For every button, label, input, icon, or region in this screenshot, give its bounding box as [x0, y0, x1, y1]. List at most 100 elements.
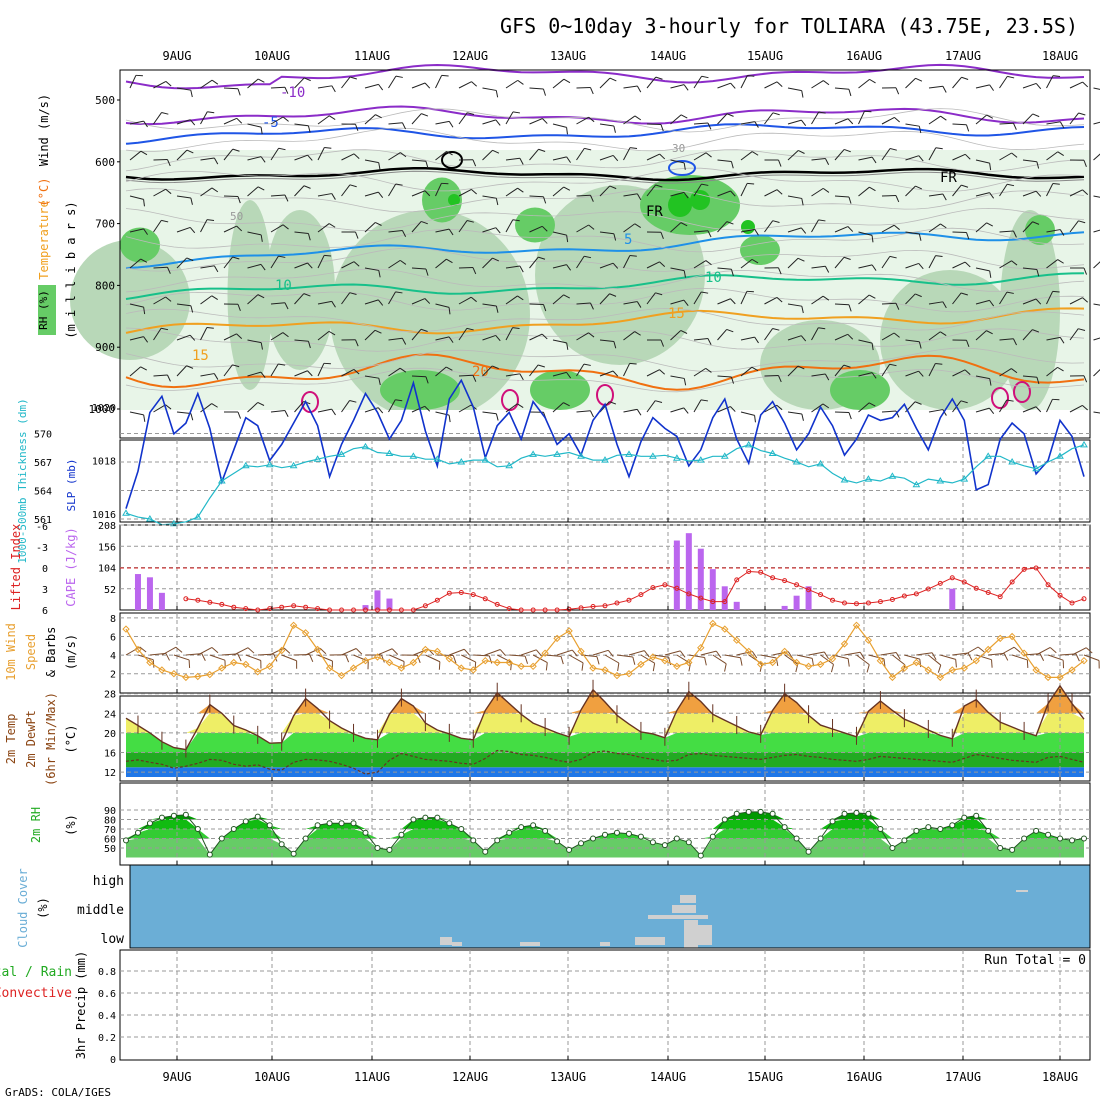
lifted-index-point: [542, 607, 548, 613]
wind-barb-flag: [730, 376, 735, 384]
wind-barb: [724, 654, 741, 659]
wind-barb: [881, 302, 897, 305]
wind-barb: [552, 156, 567, 161]
pressure-tick-label: 700: [95, 218, 115, 231]
cape-bar: [697, 548, 704, 610]
wind-barb-flag: [375, 222, 382, 226]
thickness-axis-label: 1000-500mb Thickness (dm): [16, 398, 29, 564]
wind-barb: [552, 339, 567, 344]
upper-air-frame: [119, 69, 1091, 439]
wind-barb: [529, 195, 544, 198]
wind-speed-point: [780, 647, 789, 656]
wind-barb: [881, 256, 891, 269]
wind-barb-flag: [566, 264, 572, 271]
wind-barb: [576, 148, 585, 161]
lifted-index-point: [243, 606, 249, 612]
wind-barb-flag: [609, 185, 617, 190]
wind-speed-point: [685, 658, 693, 667]
wind-barb: [505, 295, 518, 305]
wind-barb: [435, 258, 447, 269]
lifted-index-point: [650, 585, 656, 591]
wind-barb: [529, 225, 543, 233]
wind-barb: [129, 150, 142, 161]
cape-bar: [781, 605, 788, 610]
wind-barb-flag: [349, 292, 357, 295]
wind-barb: [482, 227, 496, 233]
rh-point: [1045, 831, 1052, 838]
wind-barb-flag: [942, 193, 947, 201]
wind-barb-flag: [588, 116, 595, 123]
wind-barb-flag: [1032, 329, 1040, 333]
wind-barb: [952, 292, 962, 305]
wind-barb: [976, 654, 992, 661]
wind-barb-flag: [751, 151, 759, 156]
wind-barb-flag: [918, 263, 924, 270]
thickness-point: [673, 454, 681, 461]
wind-barb: [247, 231, 262, 236]
thickness-point: [960, 475, 969, 482]
wind-barb-flag: [707, 122, 712, 130]
wind-barb-flag: [331, 85, 336, 93]
rh-point: [350, 820, 357, 827]
wind-barb-flag: [399, 367, 407, 373]
wind-barb: [176, 226, 191, 233]
rh-point: [410, 816, 417, 823]
wind-barb-flag: [1013, 123, 1017, 130]
cape-bar: [134, 574, 141, 610]
wind-barb-flag: [143, 199, 145, 207]
wind-barb-flag: [942, 86, 947, 93]
thickness-point: [912, 480, 921, 488]
wind-barb-flag: [895, 195, 900, 203]
rh-point: [925, 824, 932, 831]
wind-speed-point: [301, 629, 310, 637]
wind-barb: [317, 85, 332, 89]
wind-barb-flag: [590, 87, 594, 95]
wind-barb-flag: [1011, 152, 1018, 158]
wind-barb: [784, 654, 799, 665]
wind-barb: [904, 654, 920, 660]
rh-point: [146, 820, 153, 827]
wind-barb-flag: [871, 264, 877, 271]
cape-bar: [685, 533, 692, 610]
wind-barb-flag: [607, 650, 614, 657]
cloud-level-middle: middle: [77, 903, 124, 918]
wind-barb-flag: [824, 158, 830, 165]
wind-barb: [435, 150, 447, 161]
thickness-point: [481, 456, 490, 463]
wind-barb: [952, 153, 966, 161]
wind-barb-flag: [991, 659, 993, 668]
wind-barb: [975, 330, 987, 341]
wind-barb-flag: [186, 365, 194, 369]
wind-barb-flag: [349, 400, 357, 403]
wind-barb-flag: [167, 159, 171, 167]
wind-speed-point: [924, 666, 933, 674]
wind-barb-flag: [964, 369, 971, 375]
wind-barb: [905, 339, 920, 343]
wind-barb-flag: [966, 124, 970, 132]
wind-barb: [787, 411, 802, 415]
temp-frame: [119, 695, 1091, 782]
wind-barb-flag: [730, 298, 736, 305]
wind-barb: [916, 652, 933, 656]
wind-speed-point: [697, 643, 705, 652]
wind-barb: [200, 187, 213, 197]
wind-barb: [281, 654, 297, 662]
wind-barb: [693, 230, 708, 233]
wind-speed-point: [792, 658, 801, 667]
wind-barb-flag: [801, 119, 807, 127]
wind-barb-flag: [584, 255, 592, 259]
wind-speed-point: [313, 645, 322, 654]
wind-barb-flag: [1012, 338, 1017, 346]
thickness-point: [744, 440, 753, 448]
wind-barb: [153, 220, 162, 233]
rh-contour: [125, 307, 1085, 333]
wind-speed-point: [1020, 649, 1028, 657]
wind-barb-flag: [889, 148, 897, 151]
wind-barb-flag: [395, 75, 403, 78]
wind-barb: [341, 153, 355, 161]
thickness-point: [649, 452, 657, 459]
wind-barb: [999, 152, 1012, 161]
wind-barb: [693, 399, 702, 413]
wind-barb: [881, 410, 897, 413]
wind-barb-flag: [349, 76, 357, 80]
